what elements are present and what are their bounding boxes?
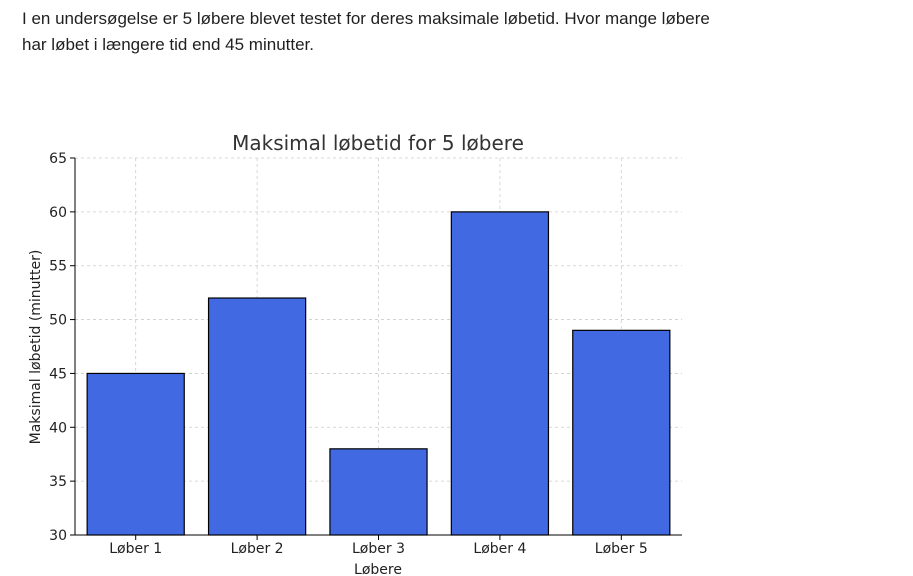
bar-2 — [207, 297, 307, 536]
bar-3 — [329, 448, 428, 536]
y-tick-label: 35 — [49, 474, 67, 490]
y-axis-label: Maksimal løbetid (minutter) — [28, 250, 44, 445]
bar-4 — [450, 211, 550, 536]
x-axis-label: Løbere — [354, 562, 402, 576]
y-tick-label: 45 — [49, 366, 67, 382]
x-axis-ticks: Løber 1 Løber 2 Løber 3 Løber 4 Løber 5 — [109, 535, 648, 557]
question-text: I en undersøgelse er 5 løbere blevet tes… — [22, 6, 907, 58]
y-axis-ticks: 30 35 40 45 50 55 60 65 — [49, 151, 75, 544]
y-tick-label: 65 — [49, 151, 67, 167]
x-tick-label: Løber 1 — [109, 541, 162, 557]
y-tick-label: 50 — [49, 313, 67, 329]
x-tick-label: Løber 4 — [473, 541, 526, 557]
bar-5 — [572, 329, 671, 536]
chart-bars — [86, 211, 671, 536]
y-tick-label: 40 — [49, 420, 67, 436]
question-line-2: har løbet i længere tid end 45 minutter. — [22, 35, 314, 54]
y-tick-label: 55 — [49, 259, 67, 275]
bar-1 — [86, 372, 185, 536]
x-tick-label: Løber 2 — [231, 541, 284, 557]
x-tick-label: Løber 5 — [595, 541, 648, 557]
question-line-1: I en undersøgelse er 5 løbere blevet tes… — [22, 9, 710, 28]
x-tick-label: Løber 3 — [352, 541, 405, 557]
y-tick-label: 30 — [49, 528, 67, 544]
y-tick-label: 60 — [49, 205, 67, 221]
chart-title: Maksimal løbetid for 5 løbere — [232, 131, 524, 155]
